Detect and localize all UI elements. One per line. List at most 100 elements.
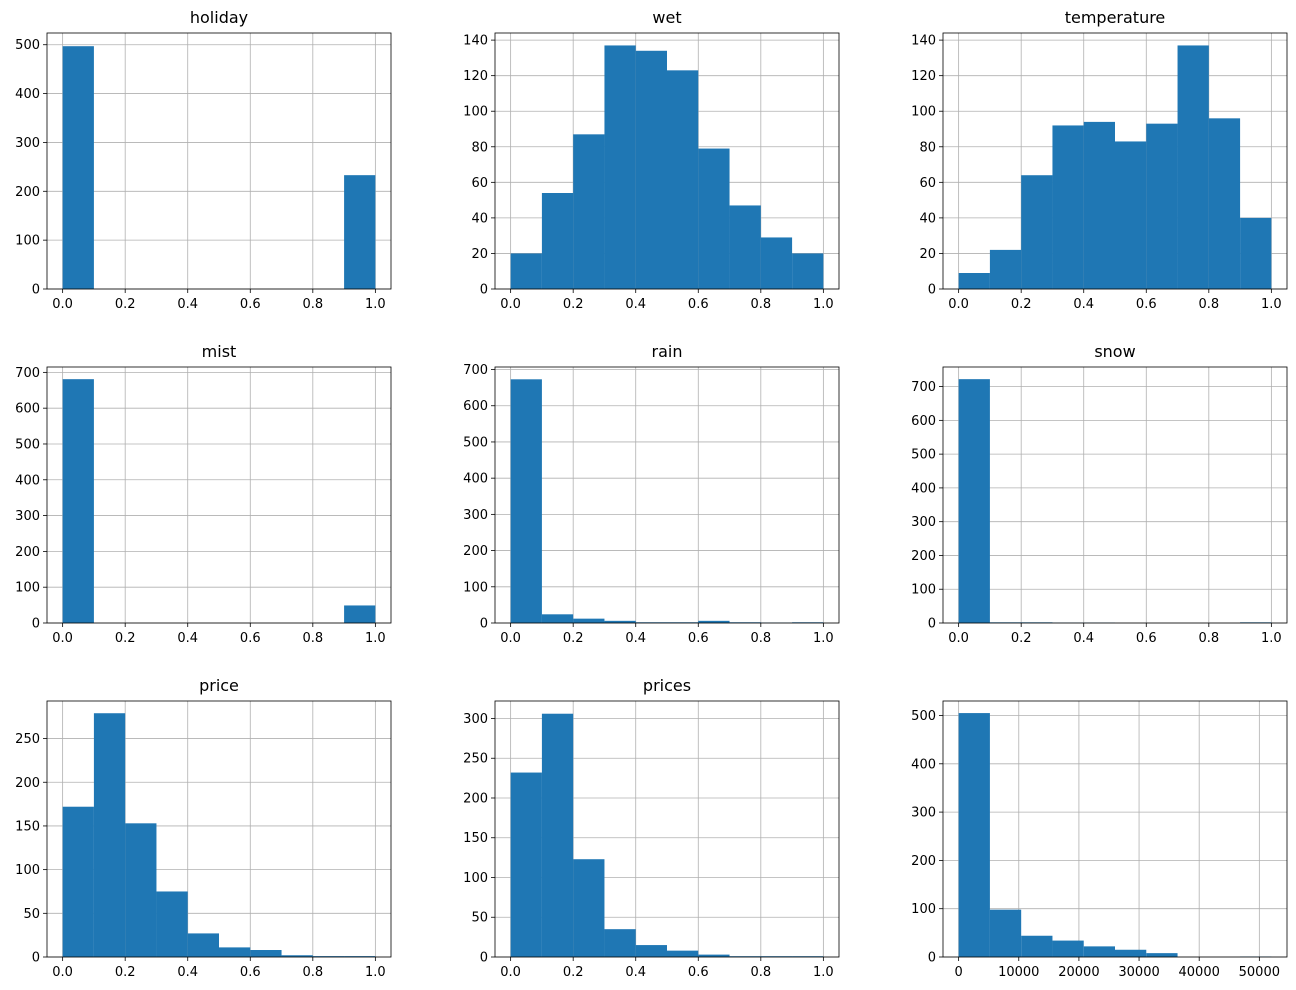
y-tick-label: 0: [928, 283, 936, 298]
axes-frame: [942, 32, 1288, 290]
y-tick-label: 0: [480, 617, 488, 632]
y-tick-label: 200: [15, 776, 40, 791]
x-tick-label: 20000: [1058, 965, 1099, 980]
x-tick-label: 0.4: [625, 631, 646, 646]
histogram-bar: [510, 772, 542, 957]
x-tick-label: 0.2: [115, 297, 136, 312]
histogram-bar: [958, 379, 990, 623]
panel-title: temperature: [1065, 8, 1166, 27]
x-tick-label: 0.8: [750, 965, 771, 980]
y-tick-label: 50: [23, 907, 40, 922]
y-tick-label: 600: [15, 402, 40, 417]
x-tick-label: 0.8: [302, 965, 323, 980]
y-tick-label: 200: [15, 545, 40, 560]
x-tick-label: 0.4: [1073, 631, 1094, 646]
y-tick-label: 100: [911, 583, 936, 598]
y-tick-label: 300: [911, 806, 936, 821]
y-tick-label: 600: [463, 399, 488, 414]
histogram-panel: 0.0 0.2 0.4 0.6 0.8 1.0 0 50 100 150 200 250 300 pric…: [463, 676, 840, 980]
histogram-bar: [1240, 217, 1272, 289]
x-tick-label: 0.2: [1011, 297, 1032, 312]
histogram-bar: [698, 620, 730, 623]
y-tick-label: 500: [15, 437, 40, 452]
y-tick-label: 400: [463, 472, 488, 487]
x-tick-label: 1.0: [365, 297, 386, 312]
histogram-bar: [958, 273, 990, 289]
x-tick-label: 0.4: [625, 297, 646, 312]
x-tick-label: 0.6: [1136, 631, 1157, 646]
histogram-panel: 0.0 0.2 0.4 0.6 0.8 1.0 0 100 200 300 400 500 600 700…: [15, 342, 392, 646]
y-tick-label: 500: [911, 448, 936, 463]
y-tick-label: 120: [463, 69, 488, 84]
y-tick-label: 0: [928, 617, 936, 632]
x-tick-label: 0.6: [1136, 297, 1157, 312]
histogram-bar: [573, 618, 605, 623]
histogram-bar: [312, 956, 345, 957]
x-tick-label: 0.0: [500, 965, 521, 980]
x-tick-label: 0.6: [688, 965, 709, 980]
histogram-bar: [729, 205, 761, 289]
histogram-bar: [344, 956, 376, 957]
y-tick-label: 100: [15, 863, 40, 878]
y-tick-label: 100: [15, 581, 40, 596]
histogram-panel: 0.0 0.2 0.4 0.6 0.8 1.0 0 100 200 300 400 500 600 700…: [911, 342, 1288, 646]
y-tick-label: 140: [911, 34, 936, 49]
y-tick-label: 200: [463, 791, 488, 806]
y-tick-label: 0: [928, 951, 936, 966]
y-tick-label: 60: [471, 176, 488, 191]
y-tick-label: 100: [911, 105, 936, 120]
histogram-bar: [635, 945, 667, 957]
panel-title: mist: [202, 342, 237, 361]
y-tick-label: 100: [911, 902, 936, 917]
y-tick-label: 150: [15, 819, 40, 834]
y-tick-label: 80: [471, 140, 488, 155]
x-tick-label: 0.2: [115, 631, 136, 646]
histogram-bar: [958, 713, 990, 957]
x-tick-label: 1.0: [813, 631, 834, 646]
y-tick-label: 40: [471, 211, 488, 226]
panel-title: wet: [652, 8, 681, 27]
y-tick-label: 0: [480, 283, 488, 298]
x-tick-label: 0.4: [177, 297, 198, 312]
y-tick-label: 500: [463, 435, 488, 450]
x-tick-label: 0.2: [563, 965, 584, 980]
panel-title: rain: [652, 342, 683, 361]
x-tick-label: 0.8: [1198, 297, 1219, 312]
histogram-bar: [989, 909, 1022, 957]
histogram-bar: [187, 933, 219, 957]
panel-title: snow: [1094, 342, 1135, 361]
y-tick-label: 200: [911, 549, 936, 564]
y-tick-label: 140: [463, 34, 488, 49]
x-tick-label: 0.8: [302, 297, 323, 312]
x-tick-label: 1.0: [365, 631, 386, 646]
histogram-bar: [1177, 45, 1209, 289]
histogram-bar: [344, 175, 376, 289]
y-tick-label: 250: [463, 752, 488, 767]
histogram-bar: [1052, 940, 1084, 957]
histogram-bar: [604, 45, 636, 289]
y-tick-label: 600: [911, 414, 936, 429]
x-tick-label: 0.8: [1198, 631, 1219, 646]
x-tick-label: 0.6: [688, 631, 709, 646]
y-tick-label: 400: [911, 757, 936, 772]
y-tick-label: 300: [15, 136, 40, 151]
y-tick-label: 100: [463, 105, 488, 120]
y-tick-label: 20: [471, 247, 488, 262]
y-tick-label: 300: [463, 508, 488, 523]
y-tick-label: 120: [911, 69, 936, 84]
x-tick-label: 0.6: [240, 631, 261, 646]
x-tick-label: 0: [954, 965, 962, 980]
y-tick-label: 700: [463, 363, 488, 378]
y-tick-label: 0: [32, 617, 40, 632]
x-tick-label: 0.4: [625, 965, 646, 980]
histogram-bar: [698, 148, 730, 289]
histogram-panel: 0.0 0.2 0.4 0.6 0.8 1.0 0 20 40 60 80 100 120 140 wet: [463, 8, 840, 312]
histogram-panel: 0.0 0.2 0.4 0.6 0.8 1.0 0 100 200 300 400 500 holida…: [15, 8, 392, 312]
y-tick-label: 500: [15, 38, 40, 53]
y-tick-label: 700: [911, 380, 936, 395]
y-tick-label: 300: [15, 509, 40, 524]
x-tick-label: 1.0: [1261, 297, 1282, 312]
y-tick-label: 100: [15, 234, 40, 249]
y-tick-label: 250: [15, 732, 40, 747]
histogram-bar: [93, 713, 126, 957]
